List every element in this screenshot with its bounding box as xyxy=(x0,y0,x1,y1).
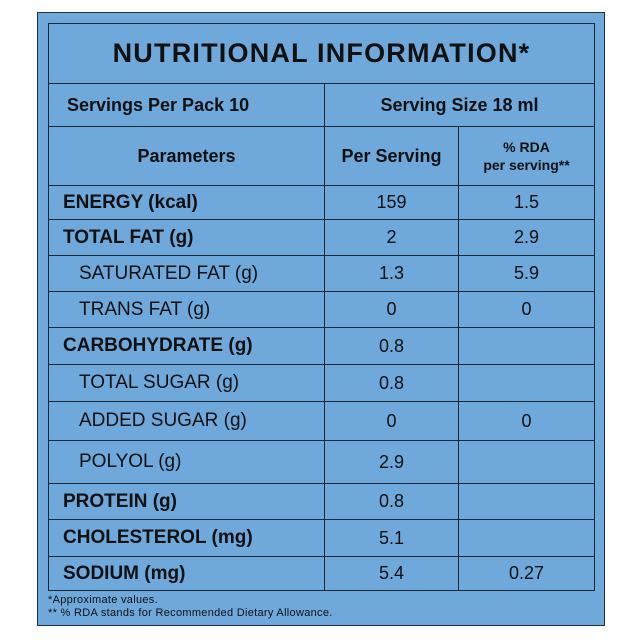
row-name: TRANS FAT (g) xyxy=(49,292,325,328)
row-per-serving: 0.8 xyxy=(325,484,459,520)
row-rda xyxy=(459,441,594,484)
row-name: POLYOL (g) xyxy=(49,441,325,484)
row-name: SATURATED FAT (g) xyxy=(49,256,325,292)
footnote-approximate: *Approximate values. xyxy=(48,594,158,606)
row-per-serving: 159 xyxy=(325,186,459,220)
rda-header-line1: % RDA xyxy=(503,139,550,155)
nutrition-table: NUTRITIONAL INFORMATION* Servings Per Pa… xyxy=(48,23,595,591)
column-header-parameters: Parameters xyxy=(49,127,325,186)
row-per-serving: 5.4 xyxy=(325,557,459,590)
nutrition-label: NUTRITIONAL INFORMATION* Servings Per Pa… xyxy=(37,12,605,626)
row-per-serving: 0.8 xyxy=(325,365,459,402)
row-rda: 0 xyxy=(459,292,594,328)
row-name: PROTEIN (g) xyxy=(49,484,325,520)
row-name: TOTAL FAT (g) xyxy=(49,220,325,256)
serving-size: Serving Size 18 ml xyxy=(325,84,594,127)
row-rda: 1.5 xyxy=(459,186,594,220)
row-per-serving: 2 xyxy=(325,220,459,256)
column-header-per-serving: Per Serving xyxy=(325,127,459,186)
servings-per-pack: Servings Per Pack 10 xyxy=(49,84,325,127)
row-rda xyxy=(459,520,594,557)
row-rda: 5.9 xyxy=(459,256,594,292)
row-rda: 0.27 xyxy=(508,563,545,583)
row-rda: 0 xyxy=(459,402,594,441)
row-rda xyxy=(459,484,594,520)
row-rda xyxy=(459,365,594,402)
row-name: CARBOHYDRATE (g) xyxy=(49,328,325,365)
row-name: TOTAL SUGAR (g) xyxy=(49,365,325,402)
row-per-serving: 1.3 xyxy=(325,256,459,292)
row-per-serving: 2.9 xyxy=(325,441,459,484)
column-header-rda: % RDA per serving** xyxy=(459,127,594,186)
row-rda: 2.9 xyxy=(459,220,594,256)
row-per-serving: 0.8 xyxy=(325,328,459,365)
row-name: SODIUM (mg) xyxy=(49,557,325,590)
row-rda xyxy=(459,328,594,365)
rda-header-line2: per serving** xyxy=(483,157,570,173)
row-per-serving: 5.1 xyxy=(325,520,459,557)
footnote-rda: ** % RDA stands for Recommended Dietary … xyxy=(48,607,333,619)
row-per-serving: 0 xyxy=(325,402,459,441)
row-name: ADDED SUGAR (g) xyxy=(49,402,325,441)
row-name: CHOLESTEROL (mg) xyxy=(49,520,325,557)
row-per-serving: 0 xyxy=(325,292,459,328)
label-title: NUTRITIONAL INFORMATION* xyxy=(49,24,594,84)
row-name: ENERGY (kcal) xyxy=(49,186,325,220)
